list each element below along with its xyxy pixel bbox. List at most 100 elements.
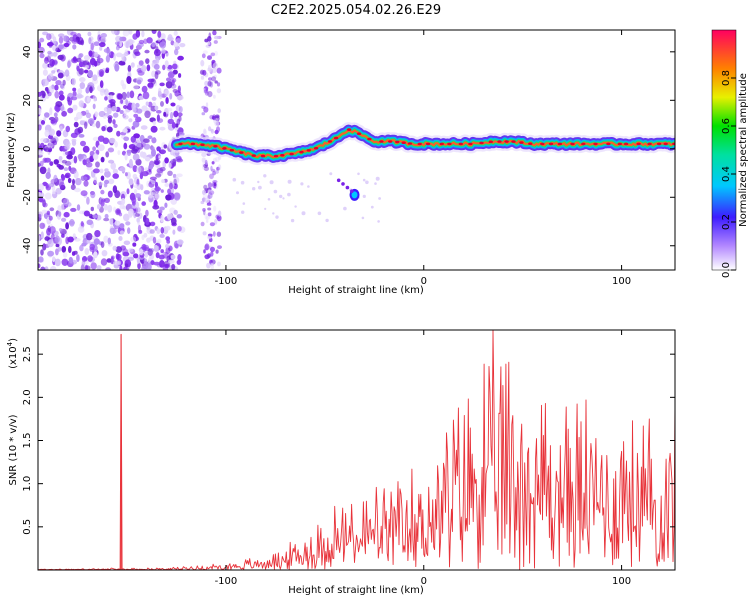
noise-blob [63, 211, 70, 218]
noise-blob [53, 174, 58, 183]
noise-blob [207, 91, 213, 98]
y-tick-label: 20 [22, 94, 33, 107]
noise-blob [86, 196, 90, 205]
noise-blob [216, 231, 222, 237]
noise-blob [124, 51, 129, 57]
noise-blob [121, 91, 127, 100]
noise-blob [138, 39, 145, 45]
noise-blob [115, 45, 120, 51]
noise-blob [165, 225, 171, 231]
noise-blob [76, 111, 83, 120]
noise-blob [121, 197, 126, 206]
noise-blob [87, 96, 90, 103]
noise-blob [61, 110, 67, 117]
noise-blob [49, 266, 57, 270]
noise-blob [73, 155, 78, 164]
noise-blob [203, 106, 209, 113]
noise-blob [202, 208, 206, 212]
noise-blob [264, 207, 267, 210]
ridge-peak [289, 152, 294, 156]
noise-blob [63, 167, 69, 172]
noise-blob [84, 248, 90, 255]
noise-blob [142, 151, 147, 159]
ridge-peak [656, 142, 662, 146]
noise-blob [92, 146, 96, 152]
noise-blob [80, 140, 86, 147]
noise-blob [204, 89, 209, 94]
noise-blob [58, 156, 63, 161]
noise-blob [290, 218, 295, 223]
noise-blob [214, 170, 220, 174]
noise-blob [104, 197, 110, 203]
noise-blob [84, 264, 89, 270]
noise-blob [207, 55, 212, 60]
noise-blob [55, 187, 62, 195]
noise-blob [206, 235, 212, 240]
noise-blob [86, 157, 93, 163]
noise-blob [214, 121, 220, 127]
noise-blob [84, 260, 89, 265]
noise-blob [136, 217, 140, 223]
noise-blob [107, 178, 115, 185]
noise-blob [93, 168, 100, 174]
noise-blob [176, 239, 184, 245]
noise-blob [92, 136, 100, 142]
noise-blob [212, 114, 217, 121]
ridge-peak [672, 142, 675, 146]
ridge-peak [488, 140, 493, 144]
noise-blob [208, 77, 212, 81]
noise-blob [173, 176, 180, 184]
noise-blob [151, 42, 156, 48]
noise-blob [200, 59, 205, 67]
noise-blob [150, 125, 158, 133]
ridge-peak [313, 146, 319, 150]
noise-blob [90, 206, 95, 212]
noise-blob [155, 252, 160, 259]
noise-blob [213, 94, 216, 99]
noise-blob [204, 197, 210, 203]
noise-blob [200, 75, 205, 80]
noise-blob [123, 266, 128, 270]
spectrogram-xlabel: Height of straight line (km) [288, 285, 424, 296]
noise-blob [160, 33, 166, 41]
noise-blob [217, 261, 221, 267]
noise-blob [171, 122, 176, 129]
noise-blob [90, 262, 97, 270]
noise-blob [287, 179, 292, 184]
noise-blob [127, 65, 132, 73]
noise-blob [73, 170, 79, 179]
noise-blob [152, 236, 157, 244]
noise-blob [207, 41, 211, 46]
noise-blob [52, 256, 56, 263]
noise-blob [119, 40, 123, 47]
noise-blob [44, 129, 50, 138]
noise-blob [58, 94, 65, 101]
noise-blob [217, 108, 221, 114]
noise-blob [168, 162, 172, 169]
noise-blob [134, 116, 142, 123]
noise-blob [210, 128, 214, 134]
noise-blob [62, 79, 66, 86]
noise-blob [155, 173, 162, 178]
noise-blob [207, 36, 212, 42]
noise-blob [167, 118, 174, 125]
noise-blob [57, 54, 64, 61]
noise-blob [329, 172, 333, 176]
ridge-peak [213, 145, 218, 148]
noise-blob [104, 96, 108, 101]
noise-blob [128, 30, 133, 35]
noise-blob [93, 176, 98, 184]
noise-blob [141, 201, 146, 206]
noise-blob [47, 250, 55, 257]
ridge-peak [407, 142, 413, 145]
noise-blob [154, 187, 162, 192]
noise-blob [87, 118, 95, 125]
noise-blob [114, 220, 121, 226]
noise-blob [139, 172, 144, 180]
noise-blob [142, 91, 150, 100]
noise-blob [141, 265, 147, 270]
snr-ticks: -100 0 100 0.5 1.0 1.5 2.0 2.5 [22, 330, 675, 587]
noise-blob [38, 263, 41, 269]
noise-blob [42, 94, 46, 99]
noise-blob [279, 194, 283, 199]
